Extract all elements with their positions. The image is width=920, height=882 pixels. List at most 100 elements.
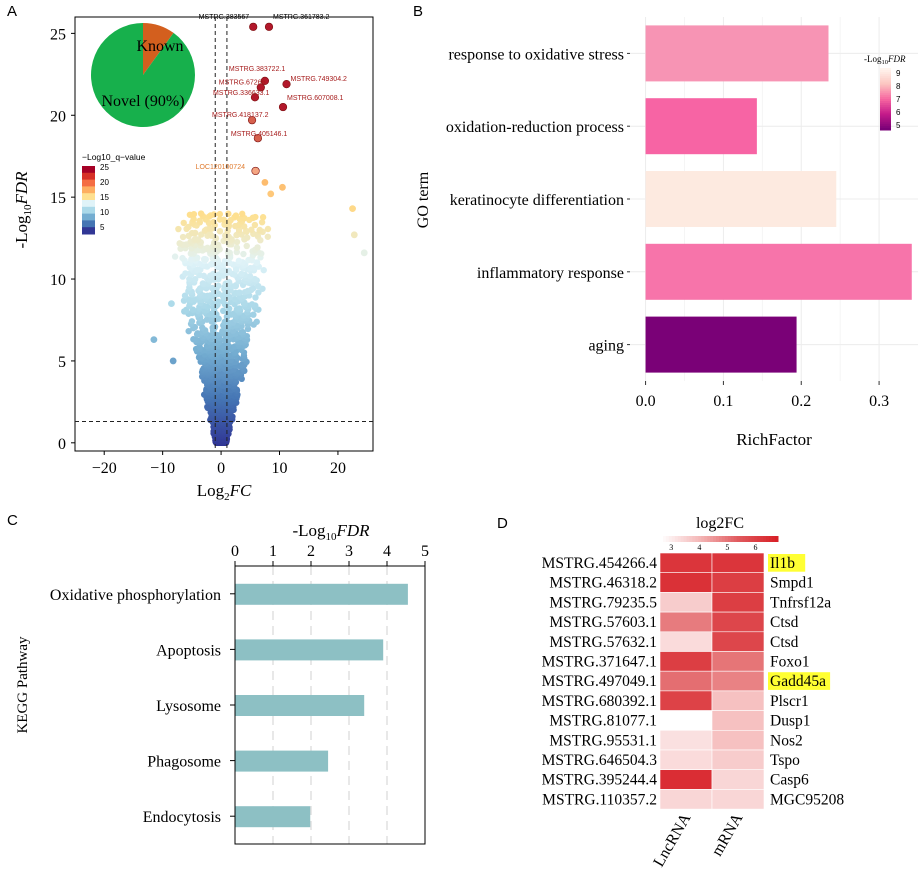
volcano-point	[171, 253, 179, 260]
volcano-point	[251, 221, 259, 229]
heatmap-colorbar-segment	[760, 536, 764, 542]
volcano-point	[196, 217, 203, 225]
go-legend-gradient	[880, 76, 891, 79]
heatmap-row-label: MSTRG.680392.1	[542, 693, 657, 710]
volcano-y-tick-label: 5	[58, 354, 66, 371]
volcano-y-axis-title: -Log10FDR	[12, 171, 34, 249]
volcano-point	[206, 225, 213, 232]
labeled-point	[278, 102, 288, 112]
go-legend-gradient	[880, 96, 891, 100]
volcano-point	[236, 289, 243, 296]
volcano-x-tick-label: −10	[150, 460, 175, 477]
heatmap-colorbar-segment	[668, 536, 673, 542]
heatmap-cell	[711, 789, 765, 810]
heatmap-colorbar-segment	[748, 536, 752, 542]
colorbar-tick-label: 15	[100, 193, 109, 202]
point-label: MSTRG.383722.1	[229, 66, 286, 73]
heatmap-cell	[659, 749, 713, 771]
inset-pie-chart	[91, 23, 195, 127]
go-category-label: aging	[588, 338, 624, 355]
volcano-point	[216, 210, 223, 218]
volcano-point	[199, 324, 206, 331]
point-label: MSTRG.607008.1	[287, 95, 344, 102]
go-x-tick-label: 0.3	[869, 393, 889, 410]
heatmap-colorbar-segment	[751, 536, 755, 542]
kegg-category-label: Lysosome	[156, 698, 221, 715]
go-legend-gradient	[880, 86, 891, 90]
volcano-point	[267, 190, 275, 198]
heatmap-cell	[711, 552, 765, 574]
heatmap-colorbar-segment	[671, 536, 676, 542]
heatmap-colorbar-segment	[674, 536, 679, 542]
volcano-point	[258, 219, 266, 226]
heatmap-colorbar-segment	[730, 536, 735, 542]
labeled-point	[260, 76, 270, 85]
heatmap-colorbar-segment	[707, 536, 711, 542]
volcano-point	[239, 329, 246, 336]
volcano-point	[240, 223, 248, 230]
heatmap-gene-label: MGC95208	[770, 791, 844, 808]
volcano-point	[233, 244, 241, 251]
heatmap-gene-label: Foxo1	[770, 654, 810, 671]
go-legend-tick-label: 8	[896, 82, 901, 91]
go-legend-tick-label: 9	[896, 69, 901, 78]
heatmap-cell	[659, 552, 713, 574]
go-legend-tick-label: 6	[896, 108, 901, 117]
heatmap-colorbar-segment	[716, 536, 720, 542]
volcano-point	[179, 254, 186, 262]
heatmap-colorbar-segment	[701, 536, 705, 542]
kegg-axis-title: -Log10FDR	[292, 521, 370, 543]
go-x-axis-title: RichFactor	[736, 430, 812, 449]
heatmap-colorbar-segment	[727, 536, 732, 542]
colorbar-tick-label: 25	[100, 163, 109, 172]
heatmap-cell	[659, 572, 713, 593]
volcano-point	[248, 226, 255, 233]
kegg-plot-frame	[234, 565, 426, 845]
volcano-point	[253, 318, 260, 325]
go-legend-gradient	[880, 115, 891, 119]
heatmap-cell	[659, 651, 713, 672]
go-category-labels: response to oxidative stress oxidation-re…	[446, 46, 630, 355]
heatmap-colorbar-segment	[766, 536, 770, 542]
heatmap-colorbar-segment	[754, 536, 758, 542]
go-legend-gradient	[880, 109, 891, 112]
volcano-point	[260, 266, 267, 274]
go-legend-gradient	[880, 90, 891, 94]
go-legend-gradient	[880, 107, 891, 110]
heatmap-row-label: MSTRG.46318.2	[549, 575, 657, 592]
heatmap-gene-label: Ctsd	[770, 634, 799, 651]
heatmap-title: log2FC	[696, 515, 744, 532]
heatmap-cells	[659, 552, 765, 810]
pie-slice	[91, 23, 195, 127]
volcano-point	[350, 231, 358, 239]
heatmap-row-labels: MSTRG.454266.4 MSTRG.46318.2 MSTRG.79235.5…	[542, 555, 658, 808]
go-legend-gradient	[880, 88, 891, 92]
volcano-point	[279, 183, 286, 191]
heatmap-colorbar-segment	[710, 536, 714, 542]
volcano-point	[210, 211, 218, 218]
go-legend-gradient	[880, 127, 891, 131]
kegg-pathway-chart: -Log10FDR 0 1 2 3 4 5 Oxidative phosphorylati…	[15, 521, 429, 845]
threshold-lines	[75, 17, 373, 451]
go-legend-gradient	[880, 92, 891, 96]
pie-label-novel: Novel (90%)	[101, 93, 184, 110]
heatmap-column-labels: LncRNA mRNA	[650, 810, 746, 870]
point-label: MSTRG.361783.2	[273, 14, 330, 21]
go-legend-gradient	[880, 74, 891, 77]
colorbar-segment	[82, 220, 95, 228]
heatmap-cell	[711, 651, 765, 672]
kegg-category-label: Phagosome	[147, 754, 221, 771]
go-x-ticks: 0.0 0.1 0.2 0.3	[636, 381, 889, 410]
kegg-x-tick-label: 5	[421, 543, 429, 560]
colorbar-segment	[82, 227, 95, 235]
go-category-label: inflammatory response	[477, 265, 624, 282]
kegg-bar	[235, 583, 408, 605]
volcano-point	[185, 223, 192, 231]
go-legend-gradient	[880, 84, 891, 88]
heatmap-colorbar-segment	[704, 536, 708, 542]
volcano-point	[204, 244, 211, 251]
volcano-point	[240, 250, 247, 258]
go-bar	[645, 171, 837, 227]
